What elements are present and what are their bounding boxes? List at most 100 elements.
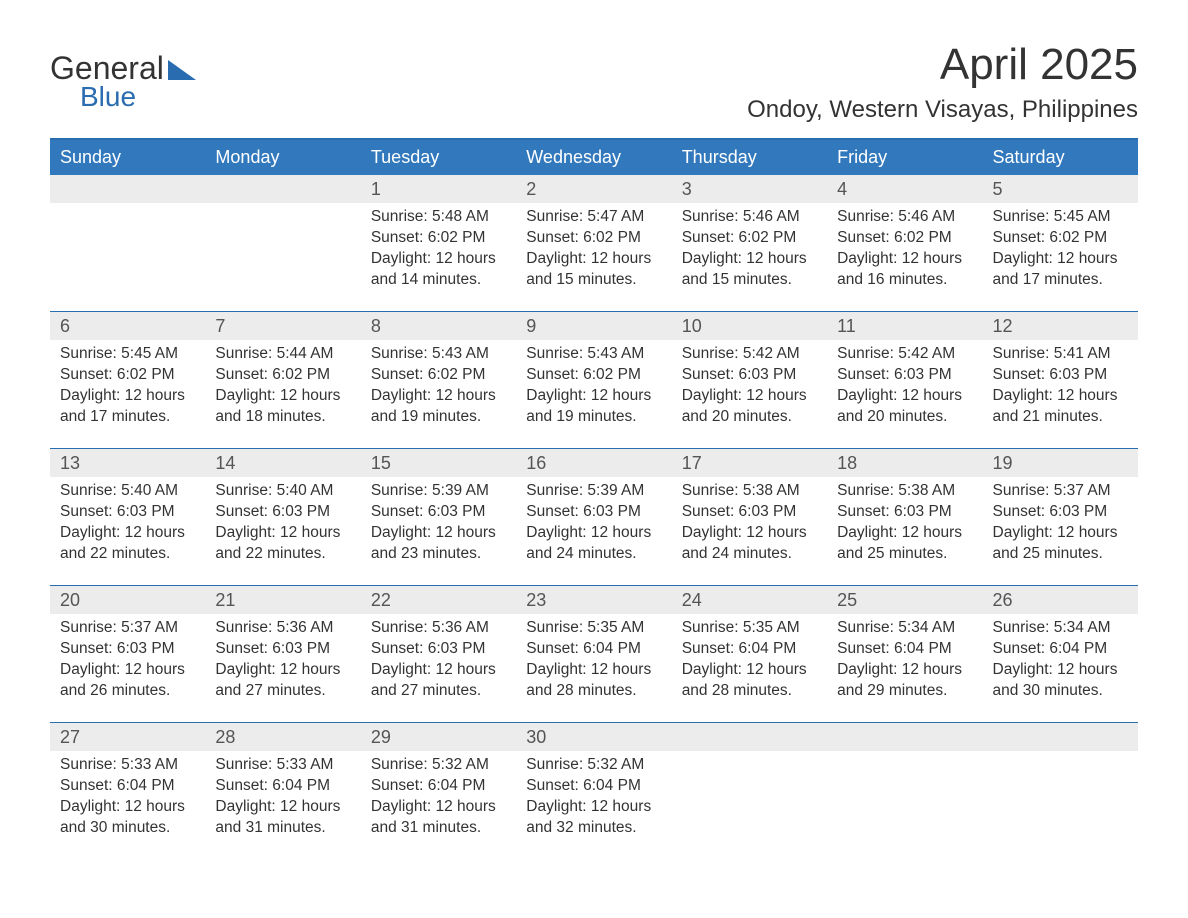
- sunset-line: Sunset: 6:02 PM: [60, 365, 195, 386]
- day-cell: [827, 751, 982, 859]
- daylight-line: Daylight: 12 hours and 30 minutes.: [60, 797, 195, 839]
- weekday-header: Wednesday: [516, 140, 671, 175]
- day-cell: Sunrise: 5:42 AMSunset: 6:03 PMDaylight:…: [827, 340, 982, 448]
- day-cell: Sunrise: 5:43 AMSunset: 6:02 PMDaylight:…: [516, 340, 671, 448]
- day-number: 23: [516, 586, 671, 614]
- daylight-line: Daylight: 12 hours and 28 minutes.: [682, 660, 817, 702]
- daylight-line: Daylight: 12 hours and 20 minutes.: [682, 386, 817, 428]
- sunrise-line: Sunrise: 5:36 AM: [371, 618, 506, 639]
- day-number: 21: [205, 586, 360, 614]
- day-number: 13: [50, 449, 205, 477]
- sunset-line: Sunset: 6:04 PM: [371, 776, 506, 797]
- day-cell: Sunrise: 5:46 AMSunset: 6:02 PMDaylight:…: [827, 203, 982, 311]
- daylight-line: Daylight: 12 hours and 25 minutes.: [993, 523, 1128, 565]
- day-number: 12: [983, 312, 1138, 340]
- title-block: April 2025 Ondoy, Western Visayas, Phili…: [747, 40, 1138, 124]
- sunset-line: Sunset: 6:04 PM: [682, 639, 817, 660]
- day-number: 24: [672, 586, 827, 614]
- day-number: 27: [50, 723, 205, 751]
- sunrise-line: Sunrise: 5:48 AM: [371, 207, 506, 228]
- sunset-line: Sunset: 6:02 PM: [526, 228, 661, 249]
- sunset-line: Sunset: 6:02 PM: [837, 228, 972, 249]
- daylight-line: Daylight: 12 hours and 30 minutes.: [993, 660, 1128, 702]
- sunset-line: Sunset: 6:03 PM: [837, 502, 972, 523]
- sunset-line: Sunset: 6:03 PM: [682, 365, 817, 386]
- day-cell: Sunrise: 5:46 AMSunset: 6:02 PMDaylight:…: [672, 203, 827, 311]
- day-body-row: Sunrise: 5:45 AMSunset: 6:02 PMDaylight:…: [50, 340, 1138, 448]
- sunset-line: Sunset: 6:03 PM: [993, 502, 1128, 523]
- sunset-line: Sunset: 6:02 PM: [371, 228, 506, 249]
- daylight-line: Daylight: 12 hours and 26 minutes.: [60, 660, 195, 702]
- daylight-line: Daylight: 12 hours and 28 minutes.: [526, 660, 661, 702]
- day-number-row: 27282930: [50, 722, 1138, 751]
- sunrise-line: Sunrise: 5:35 AM: [682, 618, 817, 639]
- sunrise-line: Sunrise: 5:42 AM: [682, 344, 817, 365]
- daylight-line: Daylight: 12 hours and 23 minutes.: [371, 523, 506, 565]
- day-body-row: Sunrise: 5:40 AMSunset: 6:03 PMDaylight:…: [50, 477, 1138, 585]
- day-number: 30: [516, 723, 671, 751]
- day-body-row: Sunrise: 5:33 AMSunset: 6:04 PMDaylight:…: [50, 751, 1138, 859]
- day-cell: Sunrise: 5:32 AMSunset: 6:04 PMDaylight:…: [516, 751, 671, 859]
- sunrise-line: Sunrise: 5:42 AM: [837, 344, 972, 365]
- day-cell: Sunrise: 5:38 AMSunset: 6:03 PMDaylight:…: [827, 477, 982, 585]
- sunrise-line: Sunrise: 5:39 AM: [371, 481, 506, 502]
- day-cell: Sunrise: 5:34 AMSunset: 6:04 PMDaylight:…: [983, 614, 1138, 722]
- sunset-line: Sunset: 6:04 PM: [993, 639, 1128, 660]
- daylight-line: Daylight: 12 hours and 27 minutes.: [371, 660, 506, 702]
- day-cell: [983, 751, 1138, 859]
- day-number: 29: [361, 723, 516, 751]
- sunset-line: Sunset: 6:02 PM: [215, 365, 350, 386]
- day-number: 8: [361, 312, 516, 340]
- daylight-line: Daylight: 12 hours and 20 minutes.: [837, 386, 972, 428]
- daylight-line: Daylight: 12 hours and 25 minutes.: [837, 523, 972, 565]
- day-cell: Sunrise: 5:42 AMSunset: 6:03 PMDaylight:…: [672, 340, 827, 448]
- day-cell: Sunrise: 5:45 AMSunset: 6:02 PMDaylight:…: [983, 203, 1138, 311]
- daylight-line: Daylight: 12 hours and 32 minutes.: [526, 797, 661, 839]
- day-cell: Sunrise: 5:40 AMSunset: 6:03 PMDaylight:…: [205, 477, 360, 585]
- day-number: 15: [361, 449, 516, 477]
- daylight-line: Daylight: 12 hours and 29 minutes.: [837, 660, 972, 702]
- weekday-header: Friday: [827, 140, 982, 175]
- sunrise-line: Sunrise: 5:37 AM: [993, 481, 1128, 502]
- day-number: 26: [983, 586, 1138, 614]
- daylight-line: Daylight: 12 hours and 17 minutes.: [993, 249, 1128, 291]
- logo-triangle-icon: [168, 60, 196, 80]
- sunset-line: Sunset: 6:03 PM: [60, 502, 195, 523]
- day-number: 2: [516, 175, 671, 203]
- day-number: 16: [516, 449, 671, 477]
- sunrise-line: Sunrise: 5:47 AM: [526, 207, 661, 228]
- sunrise-line: Sunrise: 5:44 AM: [215, 344, 350, 365]
- day-cell: Sunrise: 5:34 AMSunset: 6:04 PMDaylight:…: [827, 614, 982, 722]
- sunset-line: Sunset: 6:03 PM: [993, 365, 1128, 386]
- weekday-header-row: SundayMondayTuesdayWednesdayThursdayFrid…: [50, 140, 1138, 175]
- day-cell: Sunrise: 5:44 AMSunset: 6:02 PMDaylight:…: [205, 340, 360, 448]
- sunset-line: Sunset: 6:03 PM: [215, 639, 350, 660]
- sunrise-line: Sunrise: 5:32 AM: [371, 755, 506, 776]
- daylight-line: Daylight: 12 hours and 27 minutes.: [215, 660, 350, 702]
- location-label: Ondoy, Western Visayas, Philippines: [747, 96, 1138, 124]
- day-number: 17: [672, 449, 827, 477]
- day-number: 19: [983, 449, 1138, 477]
- sunrise-line: Sunrise: 5:36 AM: [215, 618, 350, 639]
- day-cell: Sunrise: 5:37 AMSunset: 6:03 PMDaylight:…: [50, 614, 205, 722]
- day-cell: [205, 203, 360, 311]
- sunrise-line: Sunrise: 5:32 AM: [526, 755, 661, 776]
- day-number: [205, 175, 360, 203]
- day-number-row: 6789101112: [50, 311, 1138, 340]
- sunset-line: Sunset: 6:04 PM: [60, 776, 195, 797]
- sunset-line: Sunset: 6:02 PM: [993, 228, 1128, 249]
- day-cell: Sunrise: 5:39 AMSunset: 6:03 PMDaylight:…: [361, 477, 516, 585]
- day-cell: Sunrise: 5:37 AMSunset: 6:03 PMDaylight:…: [983, 477, 1138, 585]
- sunrise-line: Sunrise: 5:39 AM: [526, 481, 661, 502]
- daylight-line: Daylight: 12 hours and 19 minutes.: [371, 386, 506, 428]
- day-cell: Sunrise: 5:35 AMSunset: 6:04 PMDaylight:…: [672, 614, 827, 722]
- daylight-line: Daylight: 12 hours and 18 minutes.: [215, 386, 350, 428]
- sunrise-line: Sunrise: 5:33 AM: [60, 755, 195, 776]
- sunrise-line: Sunrise: 5:43 AM: [526, 344, 661, 365]
- day-number: 7: [205, 312, 360, 340]
- weekday-header: Tuesday: [361, 140, 516, 175]
- daylight-line: Daylight: 12 hours and 17 minutes.: [60, 386, 195, 428]
- day-cell: Sunrise: 5:45 AMSunset: 6:02 PMDaylight:…: [50, 340, 205, 448]
- day-body-row: Sunrise: 5:37 AMSunset: 6:03 PMDaylight:…: [50, 614, 1138, 722]
- sunset-line: Sunset: 6:04 PM: [526, 639, 661, 660]
